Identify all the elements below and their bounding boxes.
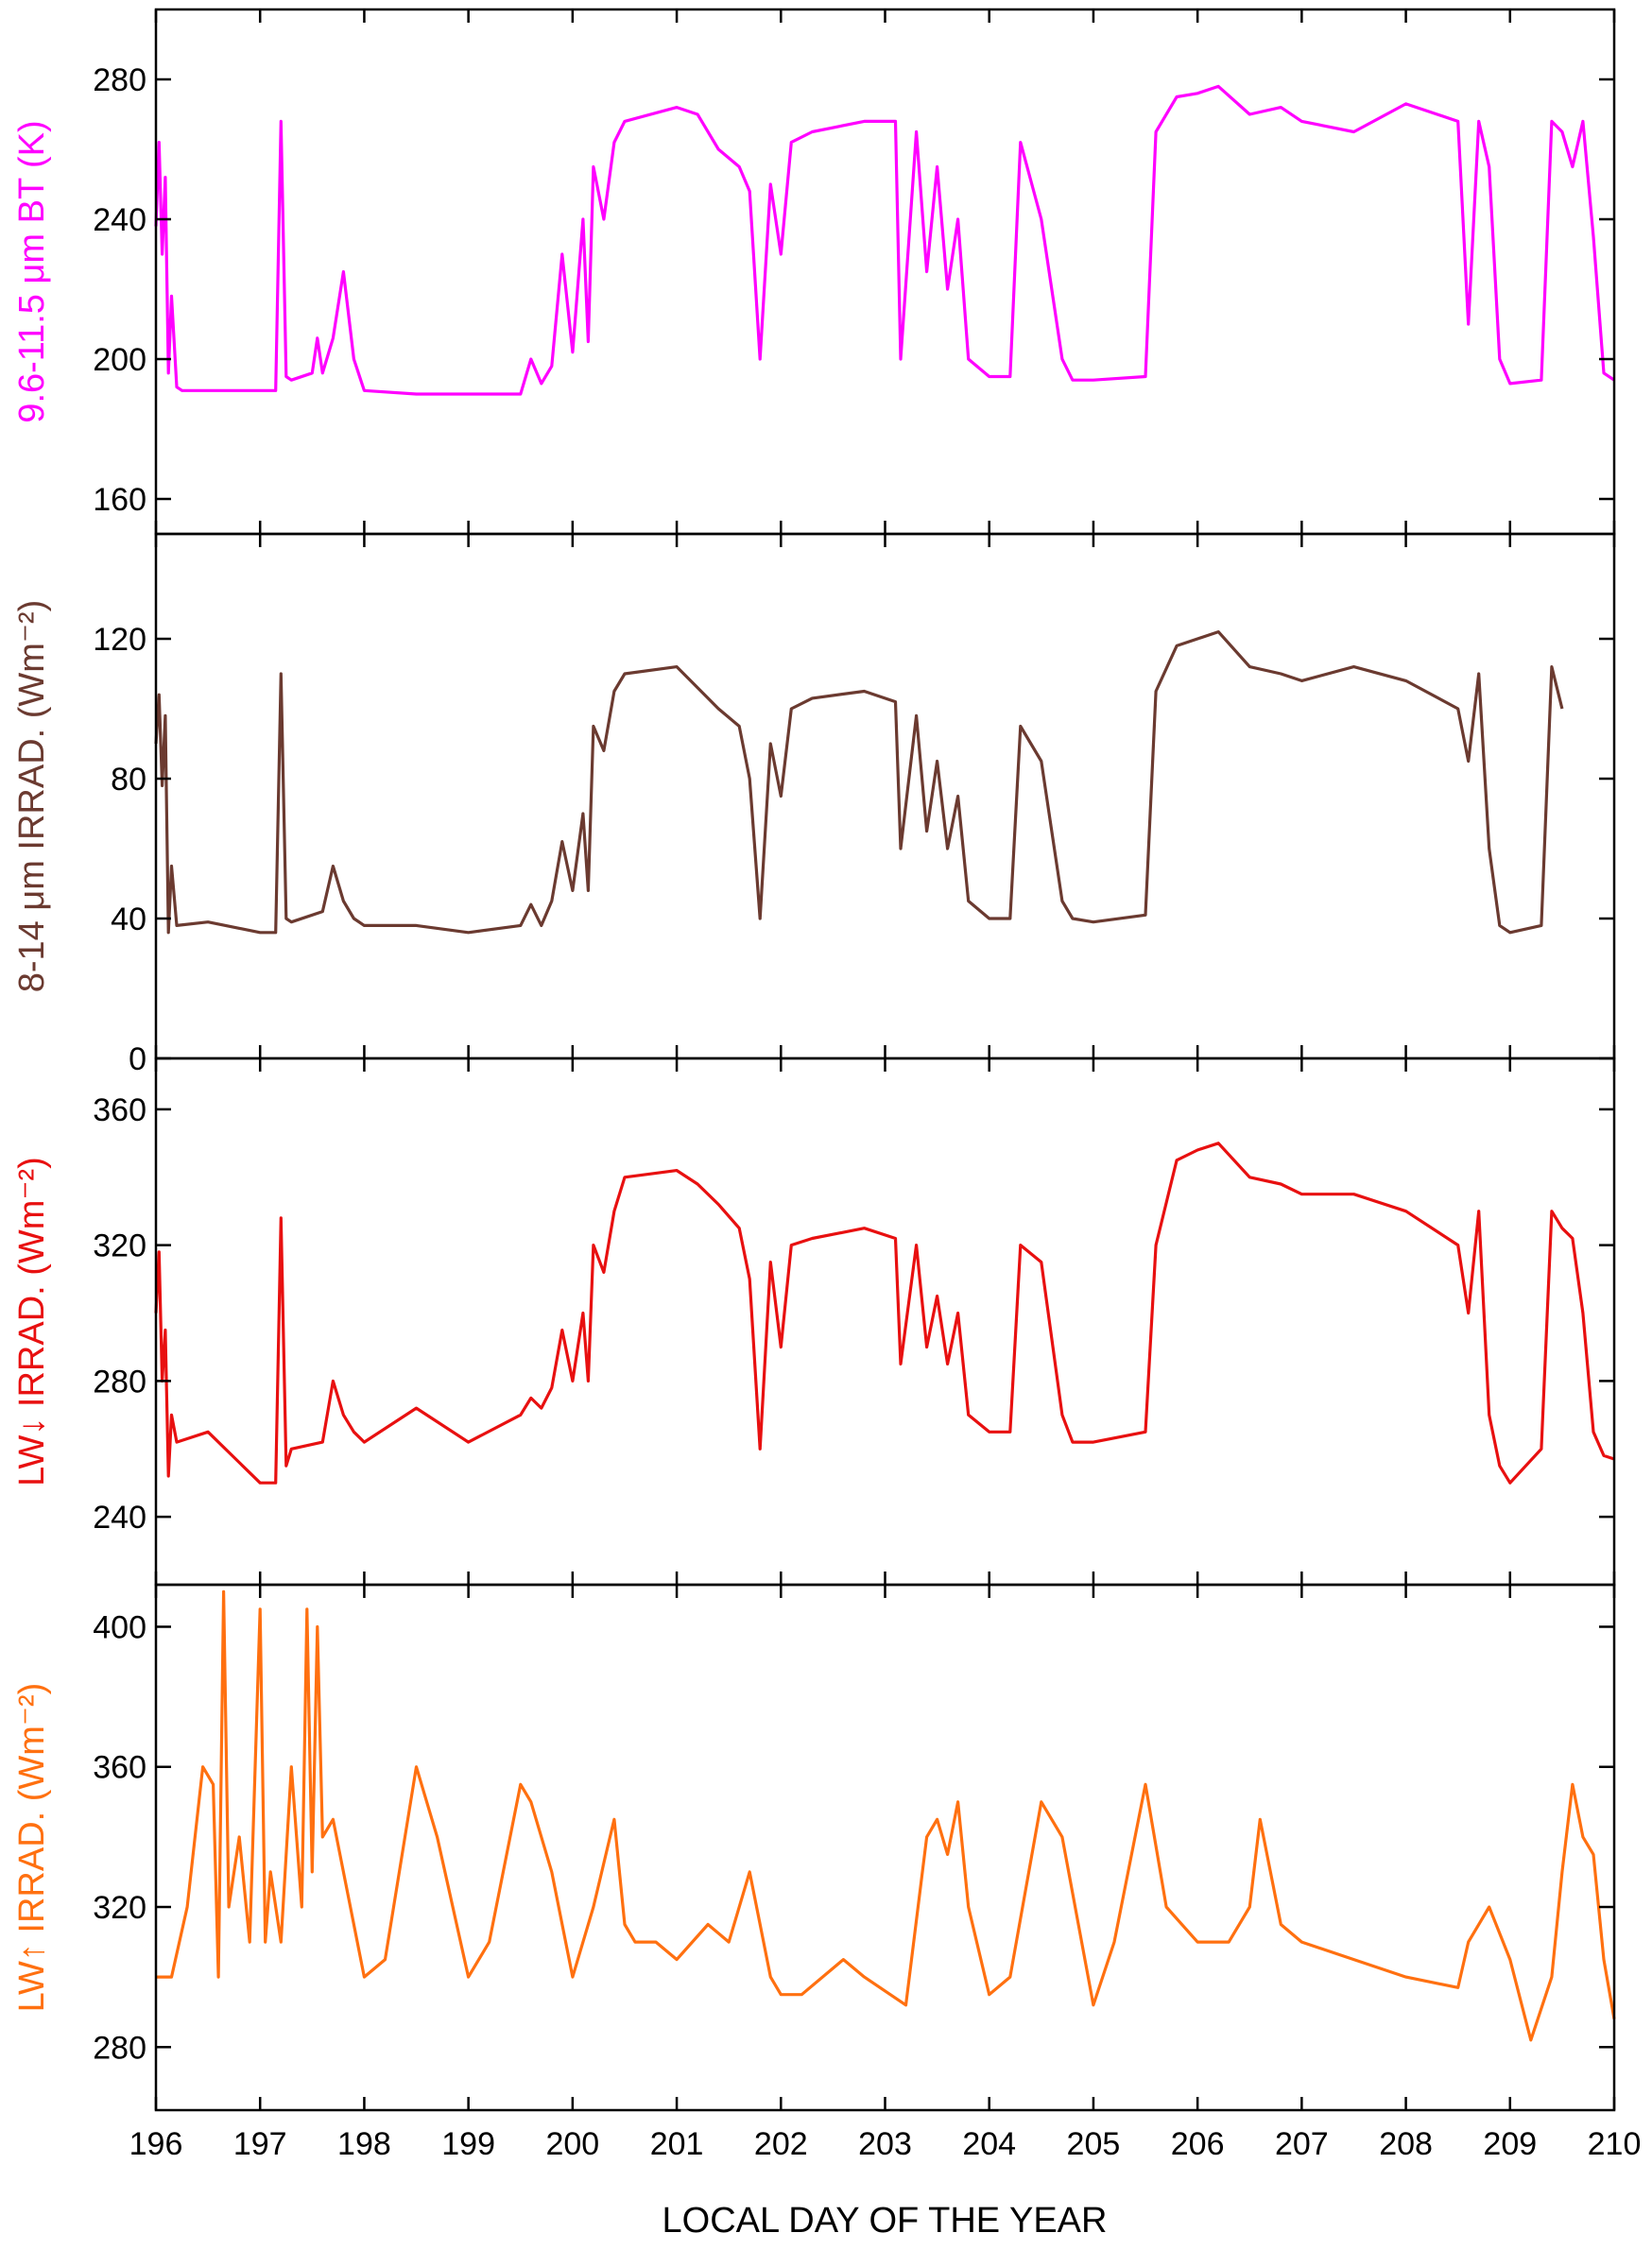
y-axis-title: 8-14 μm IRRAD. (Wm⁻²) [12,600,52,993]
x-tick-label: 203 [858,2126,912,2162]
panel-frame [154,1583,1616,2112]
y-tick-label: 320 [93,1890,146,1926]
y-tick-label: 240 [93,202,146,238]
x-tick-label: 201 [650,2126,704,2162]
y-tick-label: 40 [111,902,146,937]
x-axis: 196 197 198 199 200 201 202 203 204 205 206 207 208 2… [129,2126,1642,2162]
x-tick-label: 196 [129,2126,183,2162]
panel-frame [154,1056,1616,1587]
y-tick-label: 160 [93,482,146,518]
y-tick-label: 120 [93,622,146,658]
series-line [156,1589,1616,2042]
y-tick-label: 320 [93,1228,146,1264]
x-tick-label: 210 [1588,2126,1642,2162]
y-tick-label: 0 [129,1041,146,1077]
x-tick-label: 197 [233,2126,287,2162]
y-axis-title: 9.6-11.5 μm BT (K) [12,120,52,422]
y-tick-label: 280 [93,2030,146,2066]
y-tick-label: 80 [111,762,146,798]
lw-up-panel: 280 320 360 400 LW↑ IRRAD. (Wm⁻²) [12,1583,1616,2112]
x-tick-label: 205 [1067,2126,1121,2162]
x-tick-label: 206 [1171,2126,1225,2162]
y-axis-title: LW↑ IRRAD. (Wm⁻²) [12,1683,52,2013]
y-tick-label: 400 [93,1609,146,1645]
y-tick-label: 200 [93,342,146,378]
x-tick-label: 207 [1275,2126,1329,2162]
y-tick-label: 280 [93,1364,146,1400]
series-line [154,1142,1615,1485]
irradiance-8-14-panel: 0 40 80 120 8-14 μm IRRAD. (Wm⁻²) [12,532,1616,1077]
x-tick-label: 199 [441,2126,495,2162]
lw-down-panel: 240 280 320 360 LW↓ IRRAD. (Wm⁻²) [12,1056,1616,1587]
brightness-temperature-panel: 160 200 240 280 9.6-11.5 μm BT (K) [12,8,1616,536]
chart-panels: 160 200 240 280 9.6-11.5 μm BT (K) 0 40 80 120 8-… [12,8,1616,2112]
x-tick-label: 209 [1483,2126,1537,2162]
x-tick-label: 208 [1379,2126,1433,2162]
x-tick-label: 202 [754,2126,808,2162]
panel-frame [154,532,1616,1060]
y-tick-label: 360 [93,1750,146,1786]
y-tick-label: 240 [93,1500,146,1536]
x-tick-label: 204 [962,2126,1016,2162]
x-tick-label: 198 [337,2126,391,2162]
y-axis-title: LW↓ IRRAD. (Wm⁻²) [12,1157,52,1486]
x-tick-label: 200 [545,2126,599,2162]
panel-frame [154,8,1616,536]
y-tick-label: 280 [93,62,146,98]
x-axis-title: LOCAL DAY OF THE YEAR [663,2201,1108,2241]
series-line [154,630,1564,935]
y-tick-label: 360 [93,1092,146,1128]
series-line [154,84,1615,396]
